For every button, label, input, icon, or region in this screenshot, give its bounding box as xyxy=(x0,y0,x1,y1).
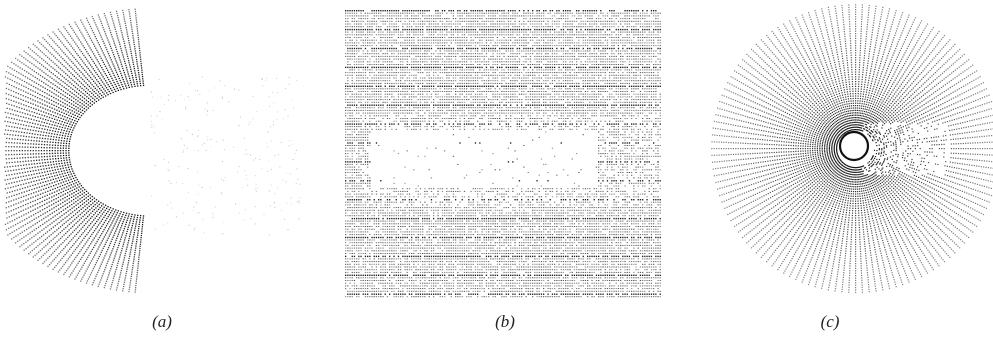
panel-b-rectangular-grid xyxy=(345,10,661,298)
panel-c-caption: (c) xyxy=(820,312,840,331)
panel-a-half-annulus-grid xyxy=(4,8,301,293)
panel-b-caption: (b) xyxy=(495,312,515,331)
panel-c-full-annulus-grid xyxy=(711,4,993,293)
cylinder-body xyxy=(838,130,870,162)
panel-a-caption: (a) xyxy=(152,312,172,331)
